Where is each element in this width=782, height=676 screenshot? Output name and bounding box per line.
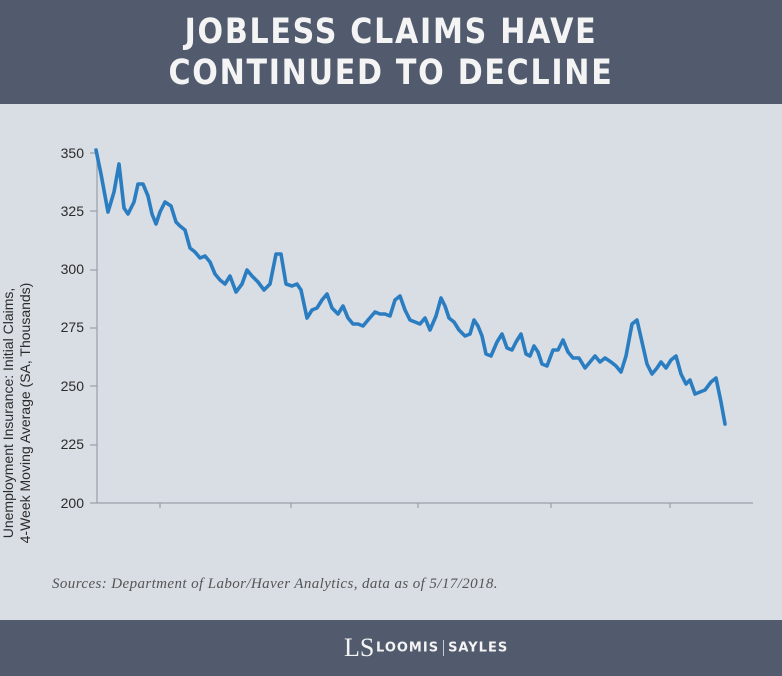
header-banner: JOBLESS CLAIMS HAVE CONTINUED TO DECLINE [0, 0, 782, 104]
footer-banner: LS LOOMIS SAYLES [0, 620, 782, 676]
brand-divider [443, 640, 445, 656]
y-tick-325: 325 [60, 203, 84, 219]
brand-name: LOOMIS SAYLES [376, 640, 508, 656]
plot-area [90, 148, 753, 508]
claims-line [94, 148, 727, 426]
y-tick-225: 225 [60, 436, 84, 452]
y-tick-250: 250 [60, 378, 84, 394]
y-tick-200: 200 [60, 495, 84, 511]
axes [90, 149, 753, 508]
source-note: Sources: Department of Labor/Haver Analy… [52, 576, 498, 592]
brand-left: LOOMIS [376, 640, 440, 656]
page-title-line2: CONTINUED TO DECLINE [168, 53, 614, 93]
brand-right: SAYLES [448, 640, 509, 656]
y-tick-275: 275 [60, 319, 84, 335]
y-tick-300: 300 [60, 261, 84, 277]
page-title-line1: JOBLESS CLAIMS HAVE [184, 12, 598, 52]
line-chart: Unemployment Insurance: Initial Claims, … [0, 104, 782, 640]
y-tick-350: 350 [60, 145, 84, 161]
loomis-sayles-logo-icon: LS [344, 633, 375, 662]
